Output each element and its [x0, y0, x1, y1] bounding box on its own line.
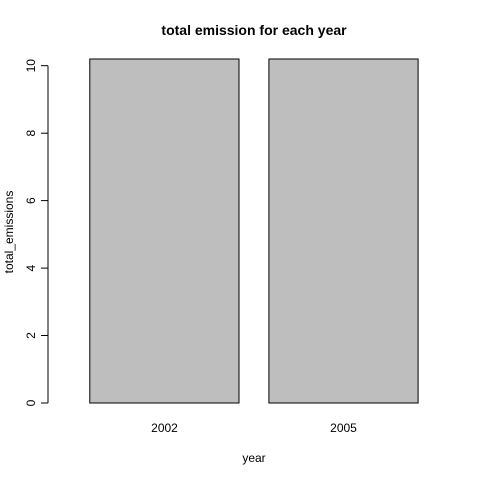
y-tick-label: 6	[24, 197, 38, 204]
y-tick-label: 4	[24, 264, 38, 271]
bar-2002	[89, 58, 240, 404]
y-axis: 0 2 4 6 8 10	[24, 59, 49, 406]
y-tick-label: 10	[24, 59, 38, 73]
y-tick-label: 8	[24, 130, 38, 137]
bars-group	[89, 58, 419, 404]
x-tick-label: 2005	[330, 421, 357, 435]
y-axis-label: total_emissions	[2, 191, 16, 274]
x-tick-labels: 2002 2005	[151, 421, 357, 435]
x-axis-label: year	[242, 451, 265, 465]
y-tick-label: 2	[24, 332, 38, 339]
y-tick-label: 0	[24, 399, 38, 406]
chart-title: total emission for each year	[161, 22, 347, 38]
x-tick-label: 2002	[151, 421, 178, 435]
bar-2005	[268, 58, 419, 404]
